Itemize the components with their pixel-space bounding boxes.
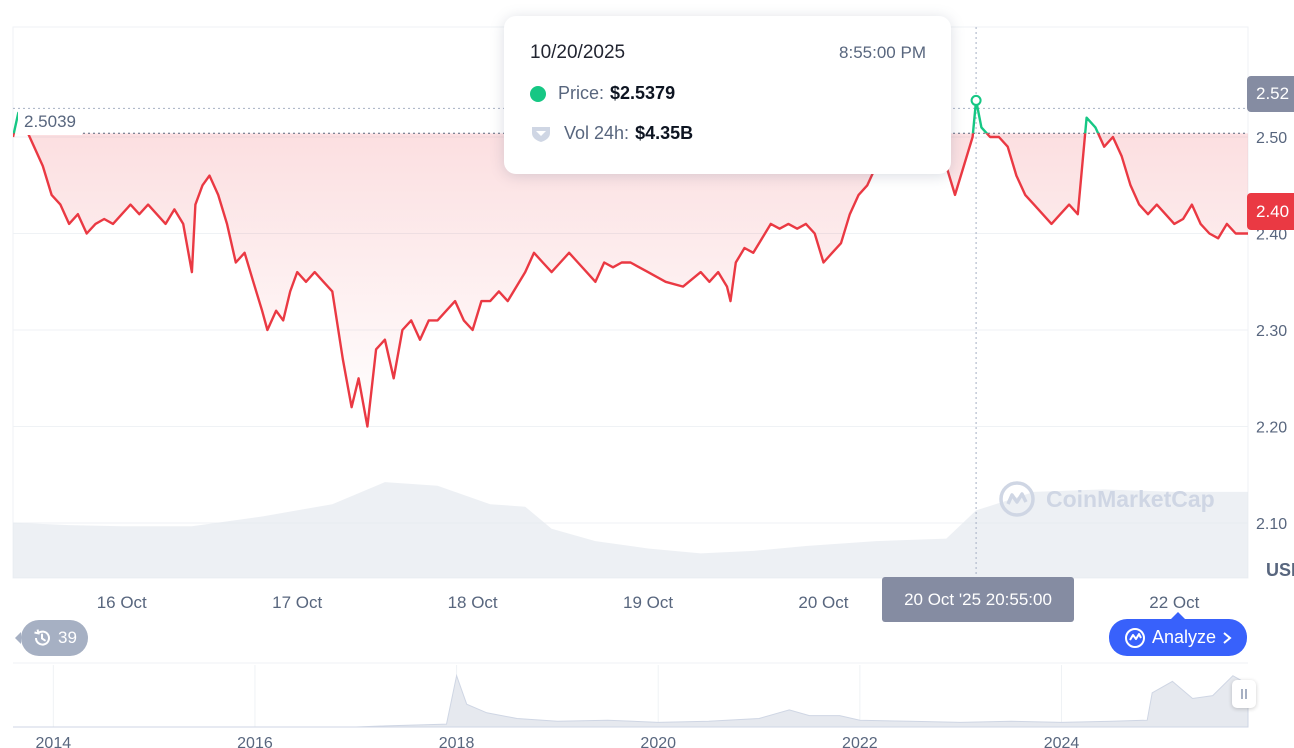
current-price-badge: 2.40 [1247, 193, 1294, 230]
analyze-label: Analyze [1151, 627, 1217, 647]
price-tooltip: 10/20/2025 8:55:00 PM Price: $2.5379 Vol… [504, 16, 951, 174]
y-tick-label: 2.20 [1256, 419, 1287, 436]
history-button[interactable]: 39 [15, 620, 88, 656]
tooltip-vol-value: $4.35B [635, 123, 694, 143]
navigator-tick-label: 2022 [842, 735, 878, 748]
tooltip-time: 8:55:00 PM [839, 43, 926, 62]
watermark-text: CoinMarketCap [1046, 485, 1215, 512]
tooltip-price-label: Price: [558, 83, 605, 103]
y-tick-label: 2.40 [1256, 227, 1287, 244]
reference-price-label: 2.5039 [18, 109, 82, 135]
x-axis: 16 Oct 17 Oct 18 Oct 19 Oct 20 Oct 22 Oct [97, 593, 1200, 612]
x-tick-label: 16 Oct [97, 593, 147, 612]
price-line-down [13, 133, 1248, 428]
x-tick-label: 18 Oct [448, 593, 498, 612]
volume-area [13, 482, 1248, 578]
price-area [13, 133, 1248, 427]
hover-point [970, 94, 982, 106]
navigator-tick-label: 2020 [640, 735, 676, 748]
chevron-right-icon [1223, 631, 1232, 644]
y-tick-label: 2.30 [1256, 323, 1287, 340]
watermark: CoinMarketCap [998, 480, 1215, 518]
y-tick-label: 2.10 [1256, 516, 1287, 533]
x-tick-label: 19 Oct [623, 593, 673, 612]
crosshair-time-label: 20 Oct '25 20:55:00 [882, 577, 1074, 622]
history-count: 39 [58, 628, 77, 647]
navigator-area [13, 673, 1249, 728]
price-dot-icon [530, 85, 546, 102]
history-icon [34, 629, 51, 646]
navigator-tick-label: 2024 [1044, 735, 1080, 748]
x-tick-label: 22 Oct [1149, 593, 1199, 612]
x-tick-label: 20 Oct [798, 593, 848, 612]
y-tick-label: 2.50 [1256, 130, 1287, 147]
navigator-scroll-handle[interactable] [1232, 680, 1256, 708]
currency-label: USD [1266, 560, 1294, 580]
volume-bars [13, 482, 1248, 578]
coinmarketcap-logo-icon [999, 481, 1035, 517]
x-tick-label: 17 Oct [272, 593, 322, 612]
tooltip-price-value: $2.5379 [610, 83, 676, 103]
navigator-tick-label: 2016 [237, 735, 273, 748]
analyze-icon [1124, 627, 1145, 648]
y-axis: 2.50 2.40 2.30 2.20 2.10 [1256, 130, 1287, 533]
navigator-axis: 2014 2016 2018 2020 2022 2024 [36, 735, 1080, 748]
analyze-button[interactable]: Analyze [1109, 612, 1247, 656]
hover-price-badge: 2.52 [1247, 76, 1294, 112]
volume-icon [532, 126, 550, 142]
navigator-tick-label: 2018 [439, 735, 475, 748]
tooltip-vol-label: Vol 24h: [564, 123, 630, 143]
tooltip-date: 10/20/2025 [530, 42, 626, 63]
navigator-grid [52, 665, 1062, 727]
navigator-tick-label: 2014 [36, 735, 72, 748]
